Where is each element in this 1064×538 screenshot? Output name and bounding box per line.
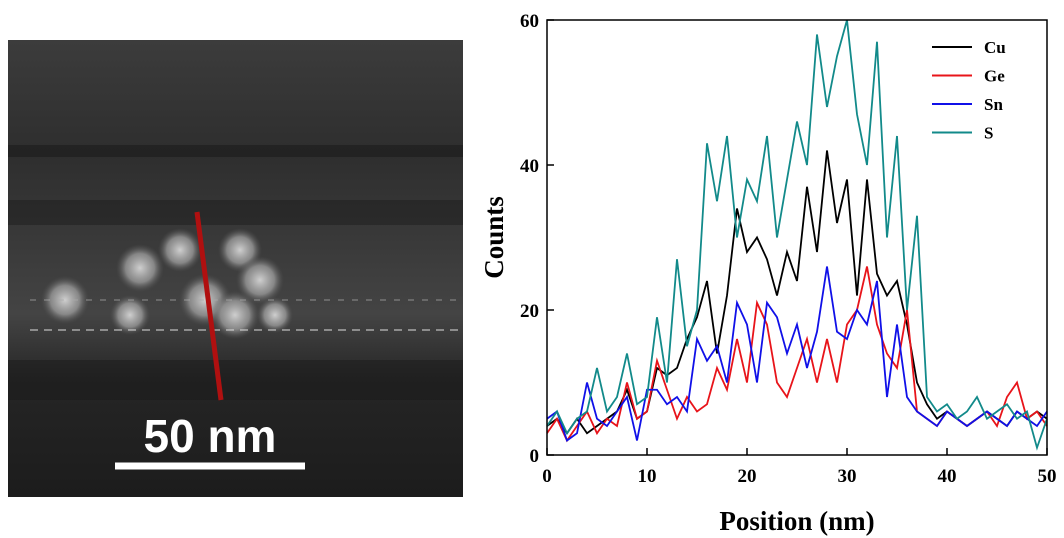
legend-label: Sn (984, 95, 1003, 114)
x-tick-label: 10 (638, 466, 657, 487)
x-tick-label: 40 (938, 466, 957, 487)
x-axis-label: Position (nm) (719, 506, 874, 536)
legend-label: Cu (984, 38, 1006, 57)
y-axis-label: Counts (479, 196, 509, 279)
y-tick-label: 20 (520, 301, 539, 322)
chart: 0 10 20 30 40 50 0 20 40 60 Position (nm) Counts Cu G… (479, 11, 1057, 536)
x-tick-label: 50 (1038, 466, 1057, 487)
micrograph: 50 nm (8, 40, 463, 497)
y-tick-label: 40 (520, 156, 539, 177)
legend-label: Ge (984, 67, 1005, 86)
y-tick-label: 60 (520, 11, 539, 32)
series-line (546, 266, 1048, 442)
x-tick-label: 0 (542, 466, 552, 487)
plot-frame (546, 19, 1048, 456)
x-tick-label: 30 (838, 466, 857, 487)
series-line (546, 266, 1048, 443)
scale-bar-label: 50 nm (144, 410, 277, 462)
x-tick-label: 20 (738, 466, 757, 487)
series-line (546, 19, 1048, 451)
series-line (546, 150, 1048, 435)
legend-label: S (984, 124, 993, 143)
y-tick-label: 0 (530, 446, 540, 467)
